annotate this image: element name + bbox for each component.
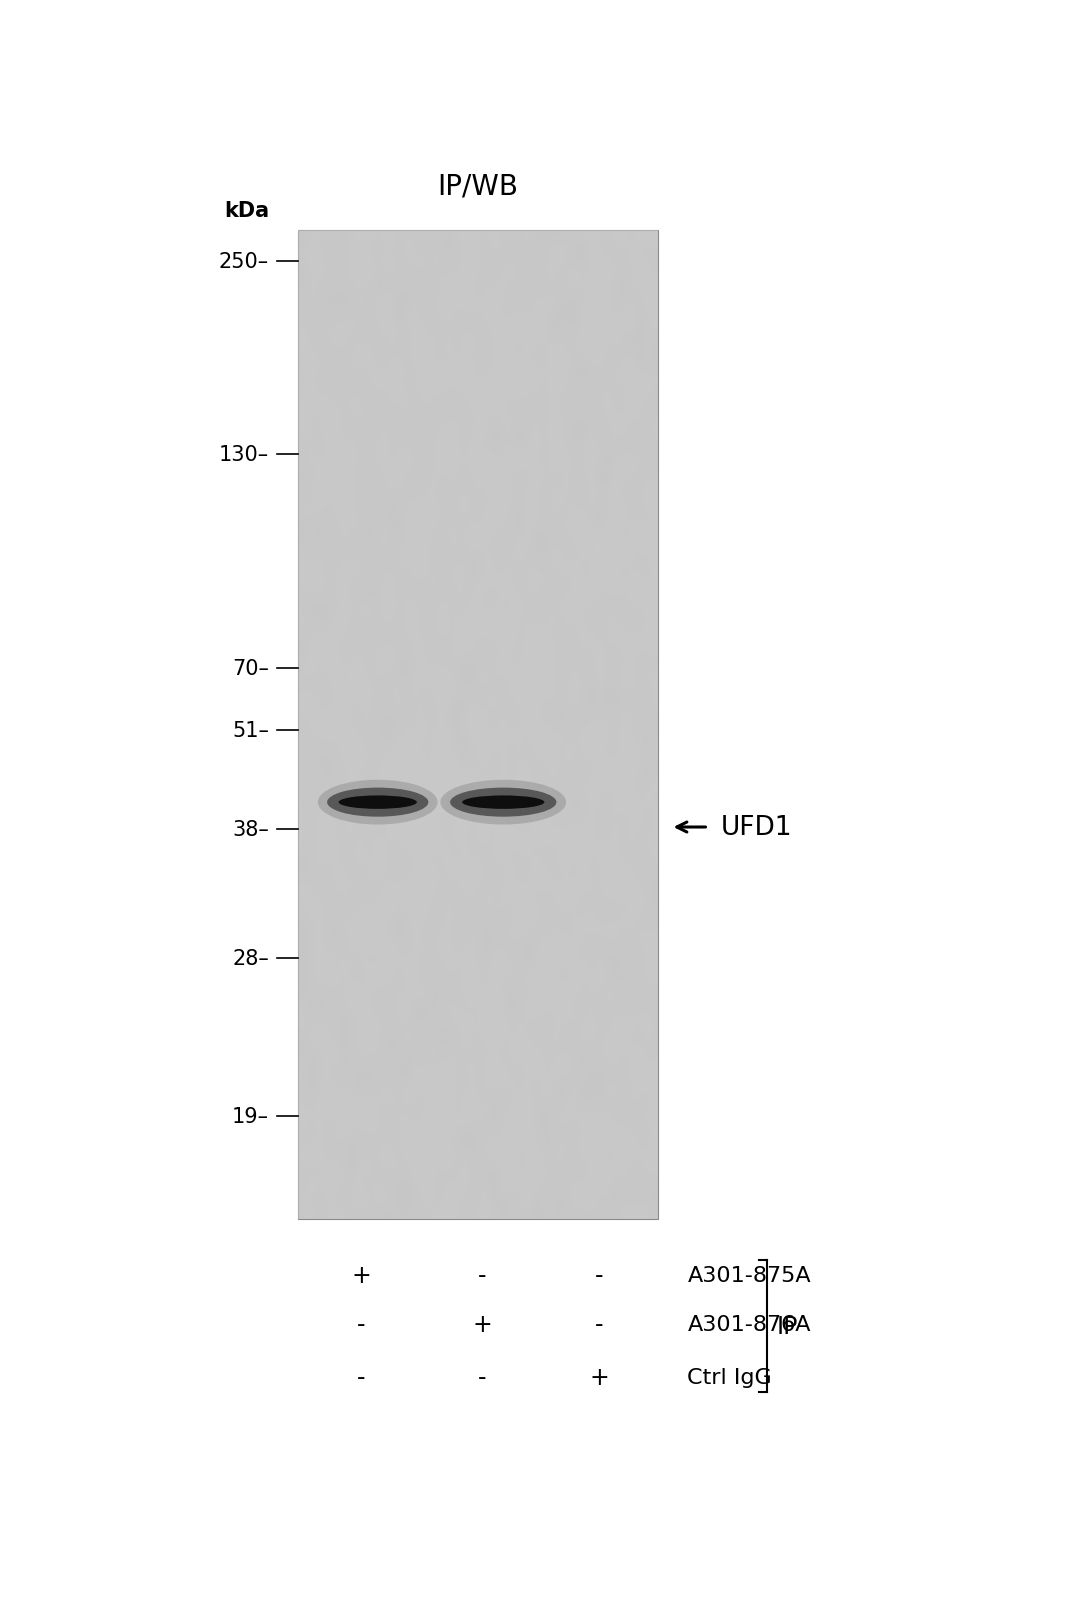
Text: IP: IP [777,1314,798,1338]
Ellipse shape [450,788,556,817]
Text: Ctrl IgG: Ctrl IgG [688,1367,772,1386]
Text: -: - [478,1262,487,1286]
Ellipse shape [318,780,437,825]
Text: 250–: 250– [219,252,269,273]
Text: -: - [356,1365,365,1388]
Text: -: - [595,1262,604,1286]
Text: 38–: 38– [232,820,269,839]
Text: -: - [595,1312,604,1336]
Text: +: + [472,1312,492,1336]
Text: +: + [590,1365,609,1388]
Text: 19–: 19– [232,1106,269,1127]
Text: IP/WB: IP/WB [437,173,518,200]
Text: 130–: 130– [219,445,269,465]
Text: kDa: kDa [224,202,269,221]
Text: 28–: 28– [232,947,269,968]
Text: +: + [351,1262,370,1286]
Text: A301-876A: A301-876A [688,1315,811,1335]
Bar [298,231,658,1219]
Text: -: - [356,1312,365,1336]
Text: -: - [478,1365,487,1388]
Text: 51–: 51– [232,720,269,741]
Text: A301-875A: A301-875A [688,1265,811,1285]
Text: UFD1: UFD1 [721,815,793,841]
Ellipse shape [441,780,566,825]
Ellipse shape [462,796,544,809]
Ellipse shape [327,788,429,817]
Ellipse shape [339,796,417,809]
Text: 70–: 70– [232,659,269,678]
